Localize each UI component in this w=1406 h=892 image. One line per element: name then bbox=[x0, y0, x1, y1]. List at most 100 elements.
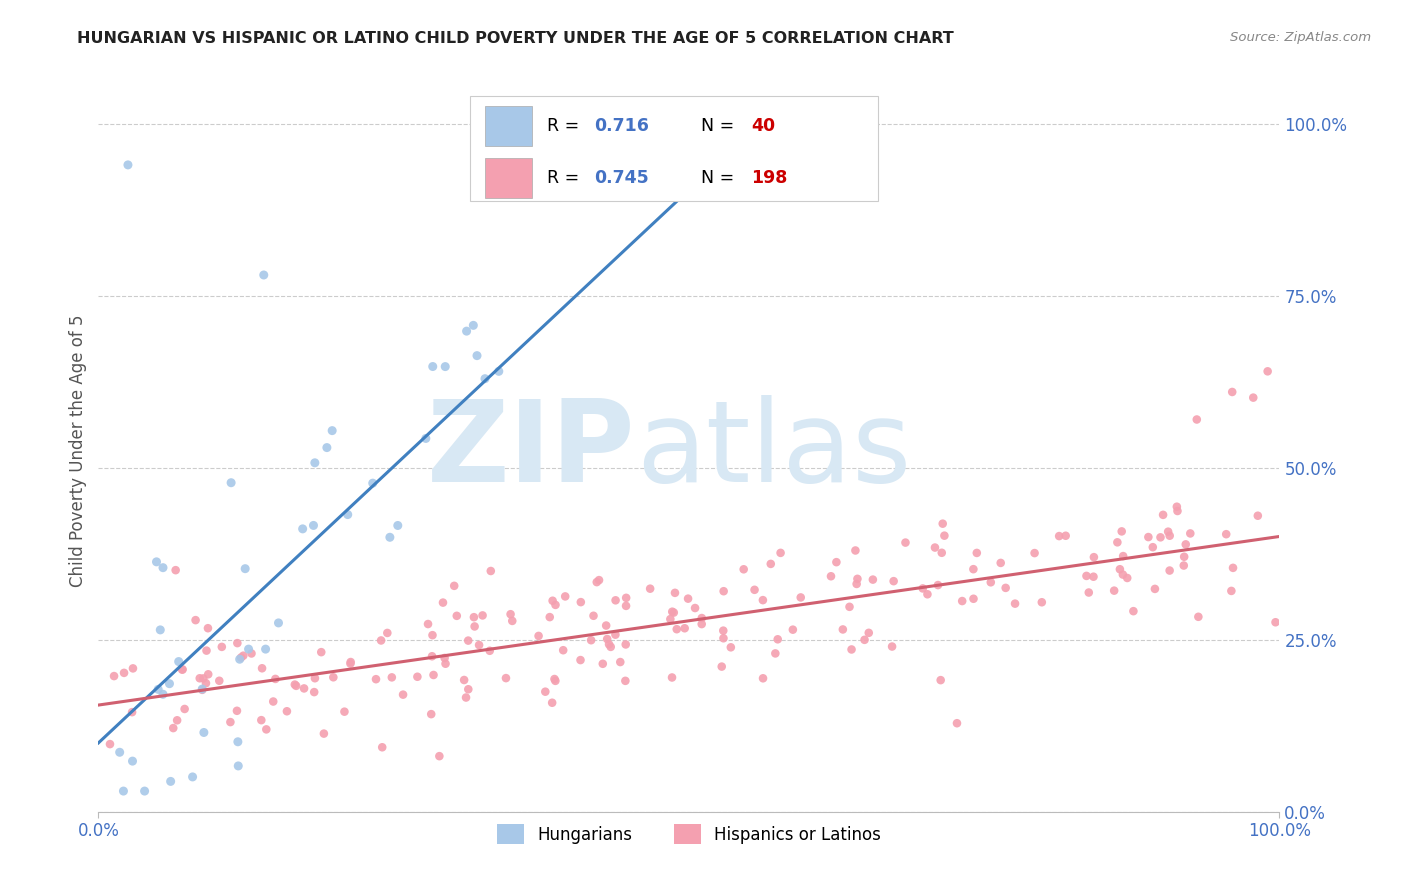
Y-axis label: Child Poverty Under the Age of 5: Child Poverty Under the Age of 5 bbox=[69, 314, 87, 587]
Point bbox=[683, 601, 706, 615]
Point bbox=[1166, 500, 1188, 514]
Text: N =: N = bbox=[700, 169, 740, 187]
Point bbox=[315, 441, 337, 455]
Point bbox=[599, 640, 621, 654]
Point bbox=[226, 759, 249, 773]
Point bbox=[1083, 570, 1105, 584]
Point bbox=[1054, 529, 1077, 543]
Point bbox=[1112, 567, 1135, 582]
Point bbox=[846, 572, 869, 586]
Point bbox=[752, 593, 775, 607]
Point bbox=[285, 679, 308, 693]
Point bbox=[934, 529, 956, 543]
Point bbox=[162, 721, 184, 735]
Point bbox=[769, 546, 792, 560]
Point bbox=[309, 645, 332, 659]
Point bbox=[233, 562, 256, 576]
Point bbox=[862, 573, 884, 587]
FancyBboxPatch shape bbox=[471, 96, 877, 202]
Point bbox=[585, 575, 607, 590]
Point bbox=[1166, 504, 1188, 518]
Point bbox=[614, 599, 637, 613]
Point bbox=[173, 702, 195, 716]
Point bbox=[468, 638, 491, 652]
Point bbox=[931, 546, 953, 560]
Point bbox=[159, 676, 181, 690]
Point bbox=[364, 672, 387, 686]
Point bbox=[422, 359, 444, 374]
Point bbox=[614, 591, 637, 605]
Point bbox=[931, 516, 953, 531]
Point bbox=[276, 704, 298, 718]
Point bbox=[371, 740, 394, 755]
Point bbox=[193, 672, 215, 686]
Point bbox=[1083, 550, 1105, 565]
Point bbox=[605, 593, 627, 607]
Point bbox=[375, 626, 398, 640]
Point bbox=[339, 657, 361, 671]
Point bbox=[420, 707, 443, 722]
Point bbox=[1174, 537, 1197, 551]
Text: atlas: atlas bbox=[636, 395, 911, 506]
Point bbox=[422, 628, 444, 642]
Point bbox=[894, 535, 917, 549]
Text: R =: R = bbox=[547, 117, 585, 135]
Point bbox=[454, 690, 477, 705]
Point bbox=[1112, 549, 1135, 563]
Point bbox=[538, 610, 561, 624]
Point bbox=[962, 562, 984, 576]
Point bbox=[1137, 530, 1160, 544]
Point bbox=[427, 749, 450, 764]
Point bbox=[457, 682, 479, 697]
Point bbox=[820, 569, 842, 583]
Point bbox=[1077, 585, 1099, 599]
Point bbox=[501, 614, 523, 628]
Point bbox=[208, 673, 231, 688]
Point bbox=[946, 716, 969, 731]
Point bbox=[264, 672, 287, 686]
Point bbox=[962, 591, 984, 606]
Point bbox=[184, 613, 207, 627]
Point bbox=[733, 562, 755, 576]
Point bbox=[1076, 569, 1098, 583]
Point bbox=[159, 774, 181, 789]
Point bbox=[1187, 609, 1209, 624]
Point bbox=[112, 784, 135, 798]
Point bbox=[553, 643, 575, 657]
Point bbox=[595, 618, 617, 632]
Point bbox=[434, 657, 457, 671]
Point bbox=[456, 324, 478, 338]
Point bbox=[152, 560, 174, 574]
Point bbox=[195, 643, 218, 657]
Point bbox=[304, 456, 326, 470]
Point bbox=[711, 624, 734, 638]
Point bbox=[499, 607, 522, 622]
Point bbox=[569, 595, 592, 609]
Point bbox=[453, 673, 475, 687]
Point bbox=[232, 648, 254, 663]
Point bbox=[446, 608, 468, 623]
Point bbox=[471, 608, 494, 623]
Point bbox=[605, 628, 627, 642]
Point bbox=[1102, 583, 1125, 598]
Point bbox=[172, 662, 194, 676]
Point bbox=[1157, 524, 1180, 539]
Point bbox=[825, 555, 848, 569]
Point bbox=[853, 632, 876, 647]
Point bbox=[661, 605, 683, 619]
Text: 40: 40 bbox=[752, 117, 776, 135]
Point bbox=[544, 673, 567, 688]
Point bbox=[790, 591, 813, 605]
Point bbox=[478, 644, 501, 658]
Point bbox=[1149, 530, 1171, 544]
Point bbox=[1257, 364, 1279, 378]
Point bbox=[1142, 540, 1164, 554]
Point bbox=[1159, 529, 1181, 543]
Point bbox=[980, 575, 1002, 590]
Point bbox=[194, 676, 217, 690]
Point bbox=[1185, 412, 1208, 426]
Point bbox=[292, 681, 315, 696]
Point bbox=[831, 623, 853, 637]
Point bbox=[464, 619, 486, 633]
Point bbox=[883, 574, 905, 589]
